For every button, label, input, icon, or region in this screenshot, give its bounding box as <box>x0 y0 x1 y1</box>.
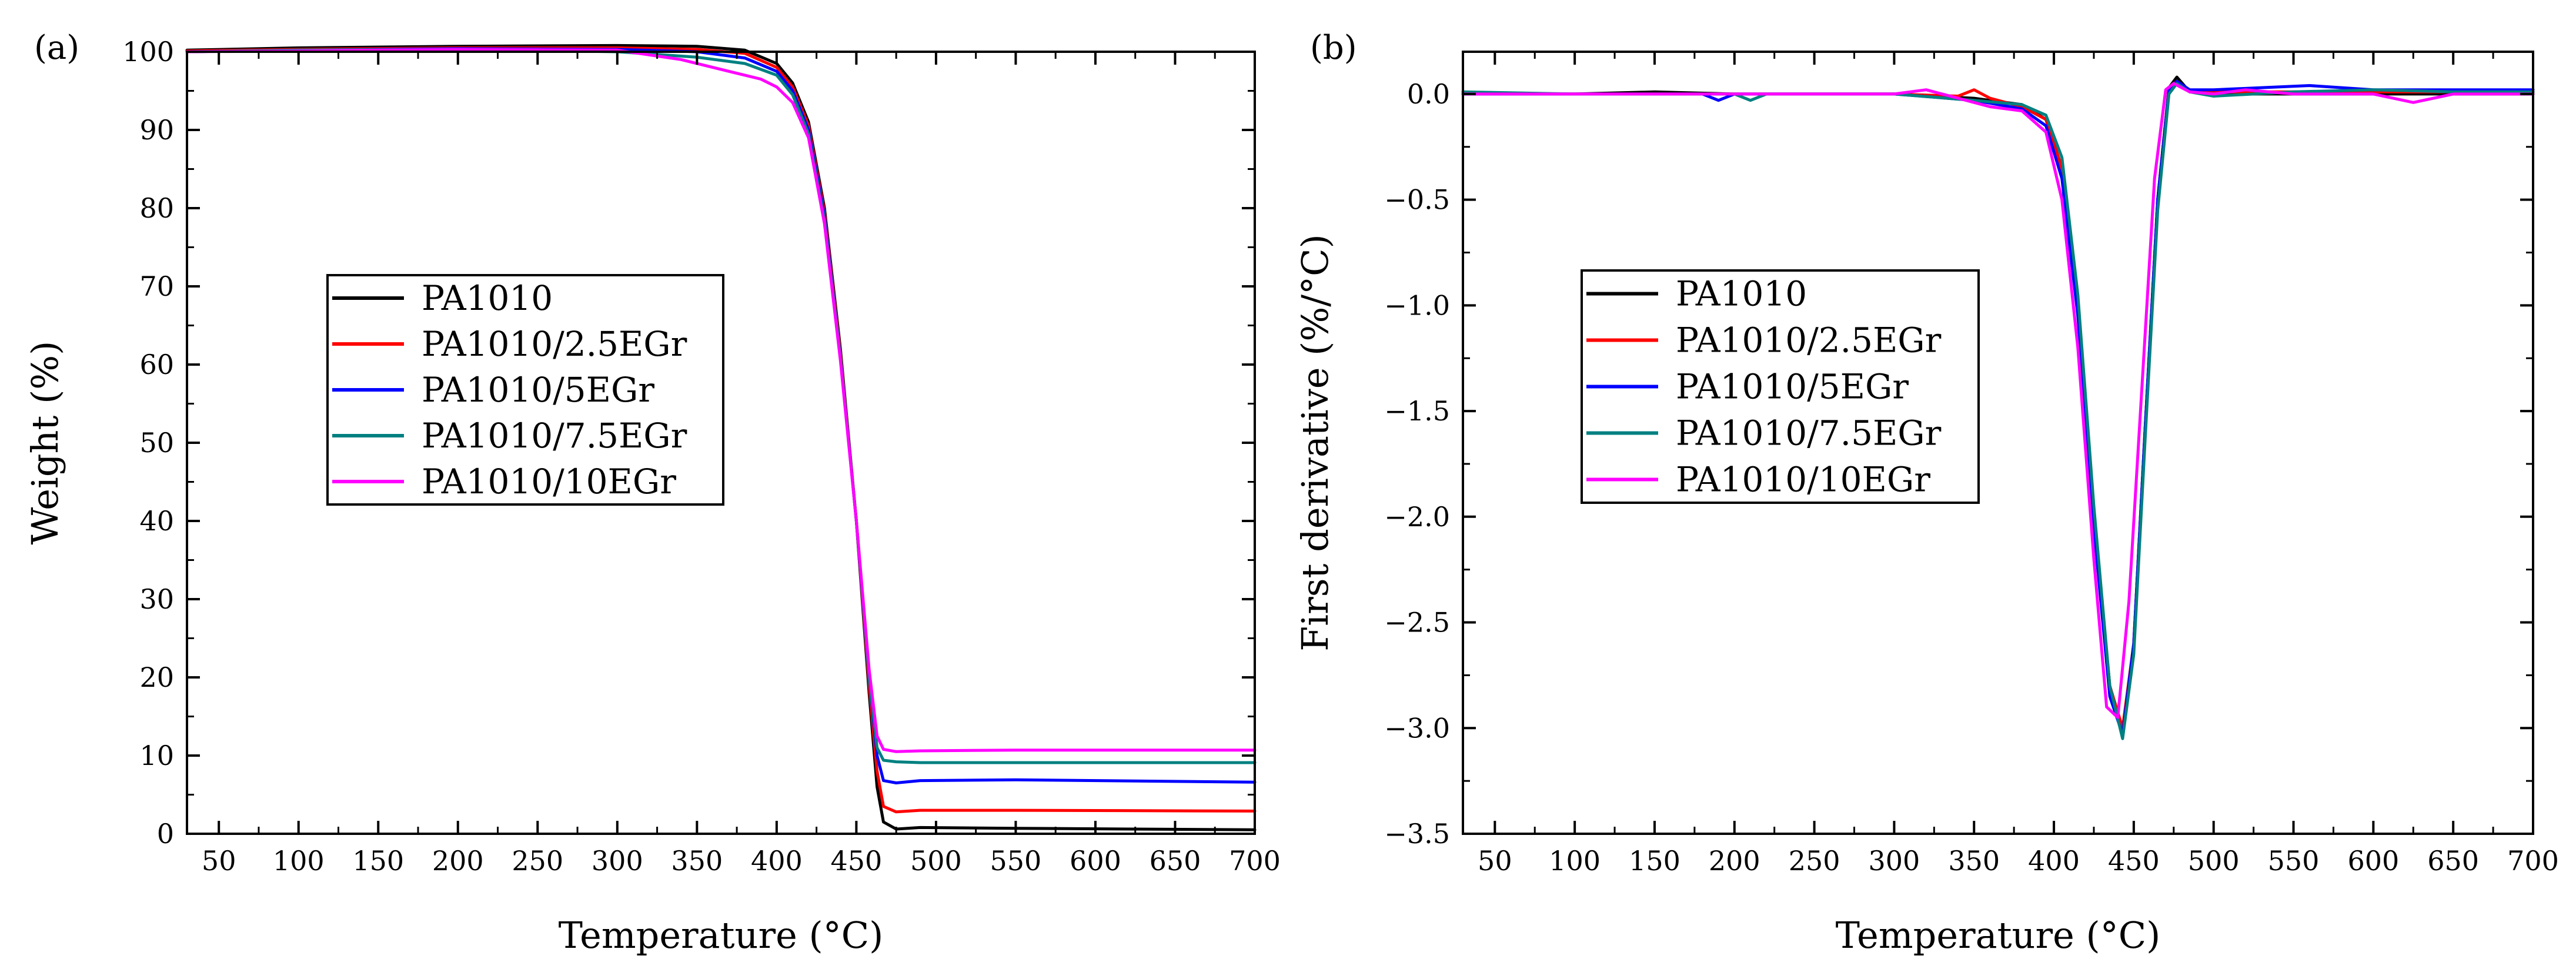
b-x-tick-label: 250 <box>1789 845 1840 877</box>
b-series-line-4 <box>1461 82 2535 719</box>
a-legend-label-2: PA1010/5EGr <box>422 370 654 410</box>
b-x-tick-label: 50 <box>1478 845 1512 877</box>
b-legend-label-3: PA1010/7.5EGr <box>1676 413 1942 453</box>
a-legend-label-0: PA1010 <box>422 278 553 318</box>
b-y-tick-label: −1.0 <box>1384 289 1450 321</box>
b-x-tick-label: 550 <box>2268 845 2320 877</box>
a-x-tick-label: 350 <box>671 845 723 877</box>
b-y-tick-label: −3.0 <box>1384 712 1450 744</box>
b-x-tick-label: 700 <box>2507 845 2559 877</box>
panel-b-legend: PA1010 PA1010/2.5EGr PA1010/5EGr PA1010/7.5… <box>1581 269 1980 504</box>
panel-b-plot-frame <box>1462 51 2534 835</box>
panel-b-x-axis-title: Temperature (°C) <box>1836 914 2161 957</box>
a-legend-label-1: PA1010/2.5EGr <box>422 324 687 364</box>
panel-b-plot-marks <box>1461 75 2535 740</box>
a-y-tick-label: 0 <box>157 818 174 850</box>
b-x-tick-label: 150 <box>1629 845 1680 877</box>
b-x-tick-label: 400 <box>2028 845 2080 877</box>
b-y-tick-label: −3.5 <box>1384 818 1450 850</box>
b-x-tick-label: 100 <box>1549 845 1601 877</box>
b-y-tick-label: −0.5 <box>1384 184 1450 216</box>
a-y-tick-label: 60 <box>139 349 174 380</box>
b-x-tick-label: 650 <box>2427 845 2479 877</box>
a-x-tick-label: 550 <box>990 845 1042 877</box>
b-x-tick-label: 500 <box>2188 845 2240 877</box>
a-x-tick-label: 200 <box>432 845 484 877</box>
b-legend-label-1: PA1010/2.5EGr <box>1676 320 1942 360</box>
b-legend-label-0: PA1010 <box>1676 274 1807 314</box>
b-x-tick-label: 450 <box>2108 845 2160 877</box>
b-y-tick-label: −2.0 <box>1384 501 1450 533</box>
panel-a-x-axis-title: Temperature (°C) <box>559 914 884 957</box>
b-legend-label-4: PA1010/10EGr <box>1676 460 1930 500</box>
a-x-tick-label: 400 <box>751 845 803 877</box>
a-legend-label-4: PA1010/10EGr <box>422 462 676 502</box>
panel-b-ticks: 50 100 150 200 250 300 350 400 450 500 550 600 650 70… <box>1384 52 2559 877</box>
a-y-tick-label: 90 <box>139 114 174 146</box>
b-y-tick-label: 0.0 <box>1407 78 1450 110</box>
panel-b-label: (b) <box>1310 29 1357 67</box>
a-y-tick-label: 100 <box>122 36 174 68</box>
b-y-tick-label: −1.5 <box>1384 395 1450 427</box>
panel-b-derivative-chart: (b) 50 100 150 200 250 300 350 400 450 500 550 600 6… <box>1294 29 2559 957</box>
b-x-tick-label: 350 <box>1948 845 2000 877</box>
a-y-tick-label: 70 <box>139 270 174 302</box>
a-x-tick-label: 600 <box>1070 845 1121 877</box>
a-y-tick-label: 50 <box>139 427 174 459</box>
a-y-tick-label: 20 <box>139 661 174 693</box>
a-y-tick-label: 80 <box>139 192 174 224</box>
a-x-tick-label: 650 <box>1150 845 1201 877</box>
b-legend-label-2: PA1010/5EGr <box>1676 367 1909 407</box>
b-y-tick-label: −2.5 <box>1384 607 1450 639</box>
a-y-tick-label: 30 <box>139 583 174 615</box>
a-x-tick-label: 100 <box>273 845 325 877</box>
b-x-tick-label: 600 <box>2347 845 2399 877</box>
a-x-tick-label: 450 <box>830 845 882 877</box>
a-x-tick-label: 250 <box>512 845 563 877</box>
panel-a-label: (a) <box>34 29 79 67</box>
a-x-tick-label: 700 <box>1229 845 1281 877</box>
a-x-tick-label: 500 <box>910 845 962 877</box>
panel-a-y-axis-title: Weight (%) <box>24 341 66 545</box>
b-x-tick-label: 300 <box>1869 845 1920 877</box>
panel-a-legend: PA1010 PA1010/2.5EGr PA1010/5EGr PA1010/7.5… <box>326 274 724 506</box>
b-x-tick-label: 200 <box>1709 845 1760 877</box>
panel-a-ticks: 50 100 150 200 250 300 350 400 450 500 550 600 650 70… <box>122 36 1281 877</box>
a-x-tick-label: 50 <box>202 845 236 877</box>
a-y-tick-label: 40 <box>139 505 174 537</box>
a-y-tick-label: 10 <box>139 740 174 771</box>
a-x-tick-label: 300 <box>592 845 643 877</box>
a-x-tick-label: 150 <box>352 845 404 877</box>
panel-a-weight-chart: (a) 50 100 150 200 250 300 350 400 450 500 550 600 6… <box>24 29 1281 957</box>
a-legend-label-3: PA1010/7.5EGr <box>422 416 687 456</box>
panel-b-y-axis-title: First derivative (%/°C) <box>1294 234 1337 651</box>
